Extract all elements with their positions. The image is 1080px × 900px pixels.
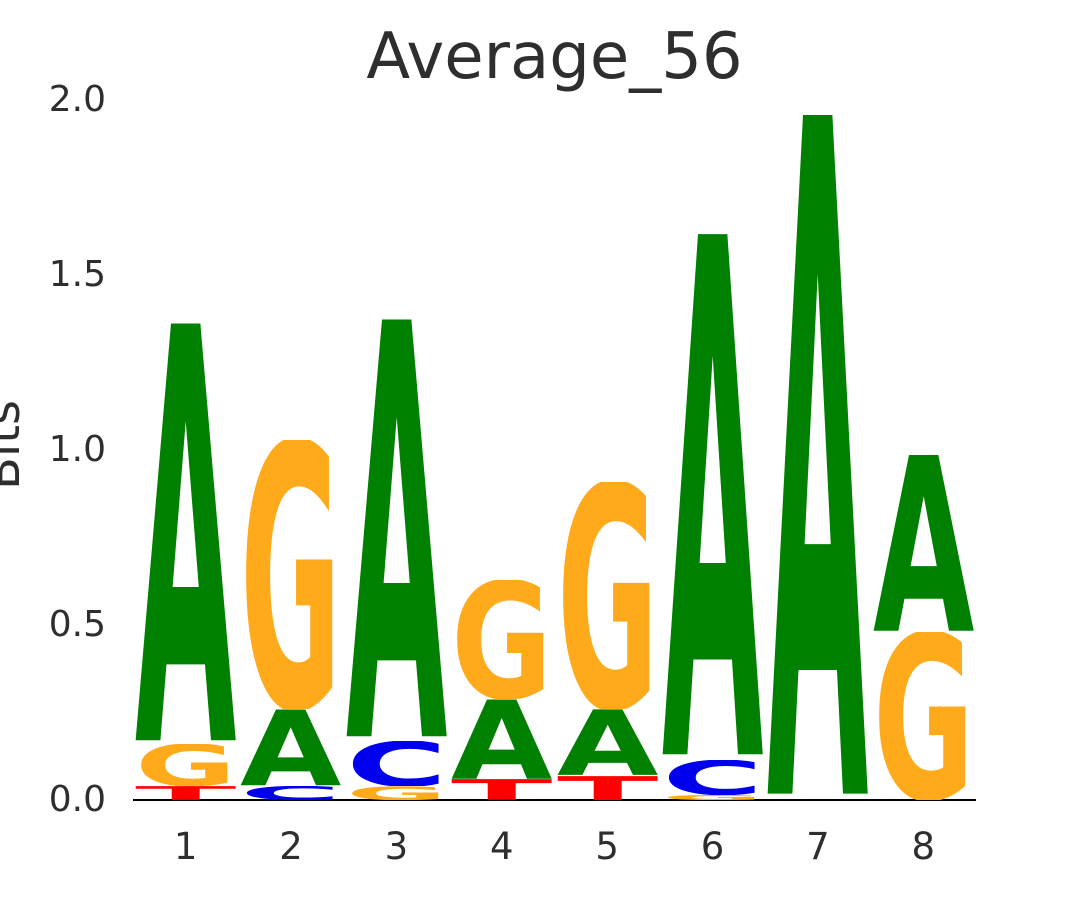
logo-letter-G-pos2: G [240, 440, 341, 710]
svg-text:G: G [873, 632, 974, 800]
logo-letter-T-pos5: T [557, 776, 658, 801]
svg-text:T: T [557, 776, 658, 801]
y-tick-label: 1.5 [48, 254, 106, 295]
logo-letter-C-pos2: C [240, 786, 341, 800]
x-tick-label: 5 [595, 825, 619, 868]
logo-letter-A-pos3: A [346, 317, 447, 741]
logo-letter-G-pos3: G [346, 786, 447, 800]
logo-letter-A-pos8: A [873, 454, 974, 633]
svg-text:A: A [873, 454, 974, 633]
logo-letter-A-pos5: A [557, 709, 658, 776]
logo-letter-C-pos6: C [662, 760, 763, 795]
x-tick-label: 7 [806, 825, 830, 868]
svg-text:A: A [557, 709, 658, 776]
logo-letter-T-pos1: T [135, 786, 236, 800]
svg-text:A: A [451, 699, 552, 780]
logo-letter-G-pos6: G [662, 795, 763, 800]
logo-letter-T-pos4: T [451, 779, 552, 800]
logo-letter-A-pos7: A [767, 111, 868, 801]
chart-title: Average_56 [366, 20, 743, 94]
svg-text:G: G [451, 580, 552, 699]
x-tick-label: 6 [700, 825, 725, 868]
x-axis-line [133, 799, 976, 801]
logo-letter-G-pos5: G [557, 482, 658, 710]
y-tick-label: 2.0 [48, 79, 106, 120]
y-tick-label: 1.0 [48, 429, 106, 470]
svg-text:T: T [135, 786, 236, 800]
svg-text:A: A [135, 321, 236, 745]
svg-text:A: A [767, 111, 868, 801]
logo-letter-A-pos4: A [451, 699, 552, 780]
svg-text:C: C [662, 760, 763, 795]
svg-text:G: G [135, 744, 236, 786]
svg-text:A: A [240, 709, 341, 786]
svg-text:C: C [346, 741, 447, 787]
y-tick-label: 0.5 [48, 604, 106, 645]
logo-letter-G-pos4: G [451, 580, 552, 699]
logo-letter-C-pos3: C [346, 741, 447, 787]
logo-letter-A-pos2: A [240, 709, 341, 786]
logo-letter-G-pos8: G [873, 632, 974, 800]
x-tick-label: 2 [279, 825, 303, 868]
logo-letter-G-pos1: G [135, 744, 236, 786]
svg-text:G: G [662, 795, 763, 800]
x-tick-label: 4 [490, 825, 514, 868]
logo-letter-A-pos6: A [662, 231, 763, 760]
x-tick-label: 8 [911, 825, 936, 868]
svg-text:G: G [240, 440, 341, 710]
svg-text:G: G [346, 786, 447, 800]
svg-text:A: A [662, 231, 763, 760]
y-tick-label: 0.0 [48, 779, 106, 820]
svg-text:T: T [451, 779, 552, 800]
svg-text:C: C [240, 786, 341, 800]
svg-text:G: G [557, 482, 658, 710]
svg-text:A: A [346, 317, 447, 741]
x-tick-label: 1 [173, 825, 198, 868]
logo-letter-A-pos1: A [135, 321, 236, 745]
x-tick-label: 3 [384, 825, 409, 868]
